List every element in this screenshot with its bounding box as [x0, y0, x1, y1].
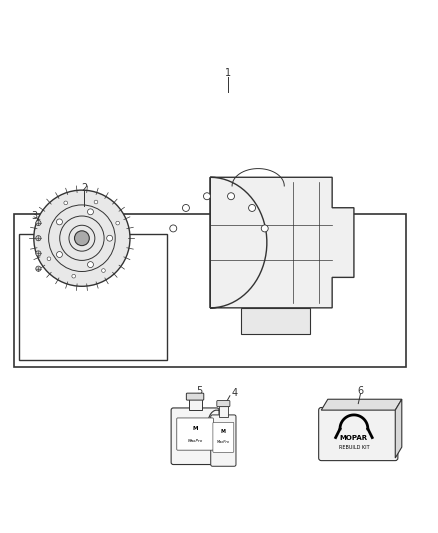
Circle shape	[183, 205, 189, 212]
Text: 5: 5	[196, 385, 202, 395]
Polygon shape	[395, 399, 402, 458]
Circle shape	[228, 193, 234, 200]
Circle shape	[116, 221, 120, 225]
FancyBboxPatch shape	[213, 422, 234, 453]
Circle shape	[249, 205, 255, 212]
Text: 2: 2	[81, 183, 87, 193]
Polygon shape	[210, 177, 354, 308]
FancyBboxPatch shape	[211, 415, 236, 466]
Circle shape	[74, 231, 89, 246]
Text: MOPAR: MOPAR	[340, 435, 368, 441]
Circle shape	[102, 269, 105, 272]
Circle shape	[57, 219, 63, 225]
Text: REBUILD KIT: REBUILD KIT	[339, 445, 369, 450]
FancyBboxPatch shape	[219, 406, 228, 417]
Circle shape	[36, 220, 41, 225]
FancyBboxPatch shape	[188, 399, 201, 410]
Text: M: M	[221, 429, 226, 434]
Text: M: M	[192, 426, 198, 431]
Circle shape	[36, 266, 41, 271]
FancyBboxPatch shape	[186, 393, 204, 400]
Circle shape	[34, 190, 130, 286]
Circle shape	[170, 225, 177, 232]
Polygon shape	[321, 399, 402, 410]
Circle shape	[204, 193, 210, 200]
Circle shape	[57, 252, 63, 257]
FancyBboxPatch shape	[217, 400, 230, 407]
Circle shape	[36, 251, 41, 256]
Circle shape	[88, 262, 93, 268]
Circle shape	[36, 236, 41, 241]
FancyBboxPatch shape	[171, 408, 219, 465]
Text: 6: 6	[357, 385, 364, 395]
Text: 1: 1	[225, 68, 231, 78]
Circle shape	[107, 235, 113, 241]
FancyBboxPatch shape	[319, 408, 398, 461]
Text: 4: 4	[231, 387, 237, 398]
Circle shape	[47, 257, 51, 261]
FancyBboxPatch shape	[177, 418, 213, 450]
Circle shape	[88, 209, 93, 215]
Text: MaxPro: MaxPro	[187, 439, 203, 442]
Circle shape	[261, 225, 268, 232]
Circle shape	[94, 200, 98, 204]
Polygon shape	[241, 308, 311, 334]
Text: 3: 3	[31, 212, 37, 221]
Circle shape	[72, 274, 76, 278]
Circle shape	[64, 201, 67, 205]
Text: MaxPro: MaxPro	[217, 440, 230, 444]
